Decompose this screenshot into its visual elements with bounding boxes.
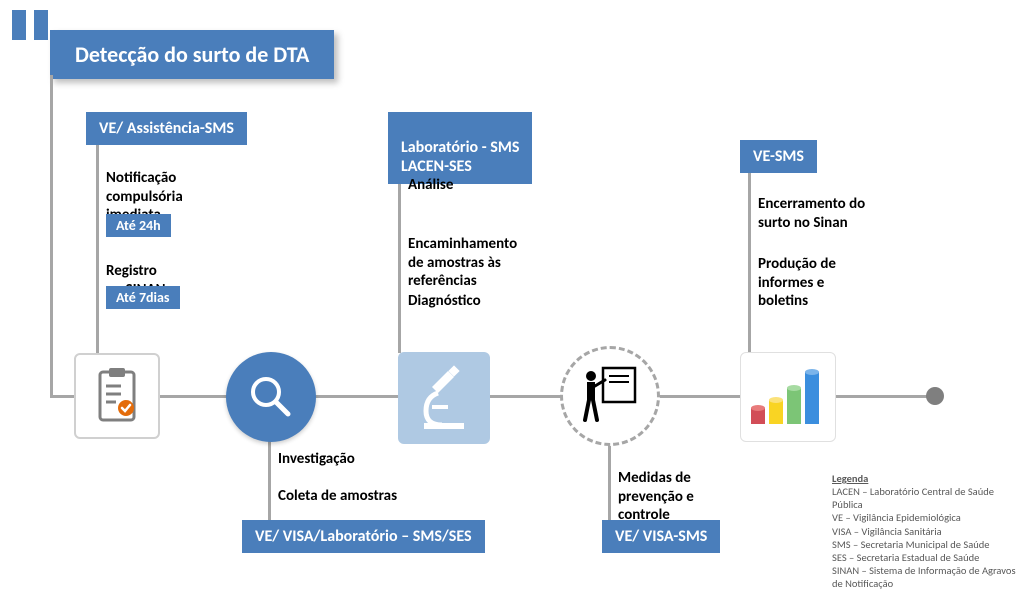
stage4-stem-down xyxy=(608,440,611,530)
microscope-icon xyxy=(398,352,490,444)
title-stub-right xyxy=(34,10,48,40)
stage5-text1: Encerramento do surto no Sinan xyxy=(758,176,865,232)
stage2-text2: Coleta de amostras xyxy=(278,487,397,506)
diagram-title: Detecção do surto de DTA xyxy=(50,30,334,79)
stage2-header: VE/ VISA/Laboratório – SMS/SES xyxy=(242,520,485,553)
stage3-stem-up xyxy=(398,158,401,353)
stage3-text1: Análise xyxy=(408,176,453,195)
dta-outbreak-flow-diagram: Detecção do surto de DTA VE/ Assistência… xyxy=(0,0,1024,589)
stage5-stem-up xyxy=(748,166,751,356)
stage4-header: VE/ VISA-SMS xyxy=(602,520,720,553)
stage4-header-text: VE/ VISA-SMS xyxy=(615,527,707,546)
timeline-endpoint xyxy=(926,387,944,405)
stage1-header-text: VE/ Assistência-SMS xyxy=(99,119,234,138)
diagram-title-text: Detecção do surto de DTA xyxy=(75,41,309,68)
legend-item: LACEN – Laboratório Central de Saúde Púb… xyxy=(832,485,1022,511)
bar-chart-icon xyxy=(740,352,836,442)
legend-item: SMS – Secretaria Municipal de Saúde xyxy=(832,538,1022,551)
stage4-text1: Medidas de prevenção e controle xyxy=(618,450,694,525)
presenter-icon xyxy=(560,346,660,446)
stage2-header-text: VE/ VISA/Laboratório – SMS/SES xyxy=(255,527,472,546)
legend-item: SES – Secretaria Estadual de Saúde xyxy=(832,551,1022,564)
stage5-header-text: VE-SMS xyxy=(753,147,804,166)
stage3-text2: Encaminhamento de amostras às referência… xyxy=(408,216,517,291)
stage3-header-text: Laboratório - SMS LACEN-SES xyxy=(401,138,519,176)
title-stub-left xyxy=(12,10,26,40)
legend-item: VE – Vigilância Epidemiológica xyxy=(832,511,1022,524)
clipboard-icon xyxy=(74,353,160,439)
stage3-header: Laboratório - SMS LACEN-SES xyxy=(388,112,532,184)
stage2-text1: Investigação xyxy=(278,450,355,469)
legend-item: SINAN – Sistema de Informação de Agravos… xyxy=(832,564,1022,590)
legend-block: Legenda LACEN – Laboratório Central de S… xyxy=(832,472,1022,590)
stage1-tag2: Até 7dias xyxy=(106,286,180,309)
stage5-header: VE-SMS xyxy=(740,140,817,173)
title-drop-line xyxy=(50,75,53,397)
stage3-text3: Diagnóstico xyxy=(408,292,481,311)
stage1-header: VE/ Assistência-SMS xyxy=(86,112,247,145)
stage1-tag1: Até 24h xyxy=(106,214,171,237)
stage5-text2: Produção de informes e boletins xyxy=(758,236,836,311)
stage1-stem-up xyxy=(96,130,99,355)
legend-title: Legenda xyxy=(832,472,1022,485)
legend-item: VISA – Vigilância Sanitária xyxy=(832,525,1022,538)
magnifier-icon xyxy=(226,352,316,442)
